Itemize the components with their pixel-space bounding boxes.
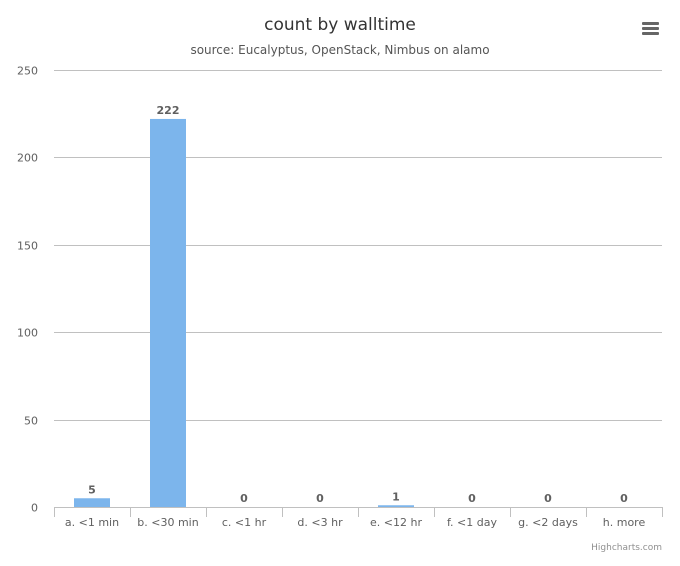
bar <box>378 505 414 507</box>
x-tick-label: f. <1 day <box>447 516 498 529</box>
y-tick-label: 50 <box>24 415 38 428</box>
x-tick-label: b. <30 min <box>137 516 198 529</box>
data-label: 1 <box>392 490 400 503</box>
data-label: 0 <box>544 492 552 505</box>
data-label: 0 <box>316 492 324 505</box>
x-tick-label: g. <2 days <box>518 516 578 529</box>
data-label: 0 <box>620 492 628 505</box>
x-tick-label: h. more <box>603 516 646 529</box>
menu-line-icon <box>642 32 659 35</box>
data-label: 0 <box>468 492 476 505</box>
data-label: 5 <box>88 483 96 496</box>
y-tick-label: 250 <box>17 65 38 78</box>
chart-title: count by walltime <box>264 15 416 35</box>
menu-line-icon <box>642 22 659 25</box>
menu-line-icon <box>642 27 659 30</box>
y-tick-label: 100 <box>17 327 38 340</box>
chart-subtitle: source: Eucalyptus, OpenStack, Nimbus on… <box>190 43 490 57</box>
data-label: 222 <box>157 104 180 117</box>
y-tick-label: 150 <box>17 240 38 253</box>
data-label: 0 <box>240 492 248 505</box>
y-tick-label: 0 <box>31 502 38 515</box>
x-tick-label: c. <1 hr <box>222 516 267 529</box>
hamburger-menu-icon[interactable] <box>636 17 664 41</box>
y-tick-label: 200 <box>17 152 38 165</box>
x-tick-label: d. <3 hr <box>297 516 343 529</box>
bar <box>150 118 186 507</box>
bar <box>74 498 110 507</box>
x-tick-label: e. <12 hr <box>370 516 422 529</box>
x-tick-label: a. <1 min <box>65 516 119 529</box>
credits-link[interactable]: Highcharts.com <box>591 543 662 553</box>
